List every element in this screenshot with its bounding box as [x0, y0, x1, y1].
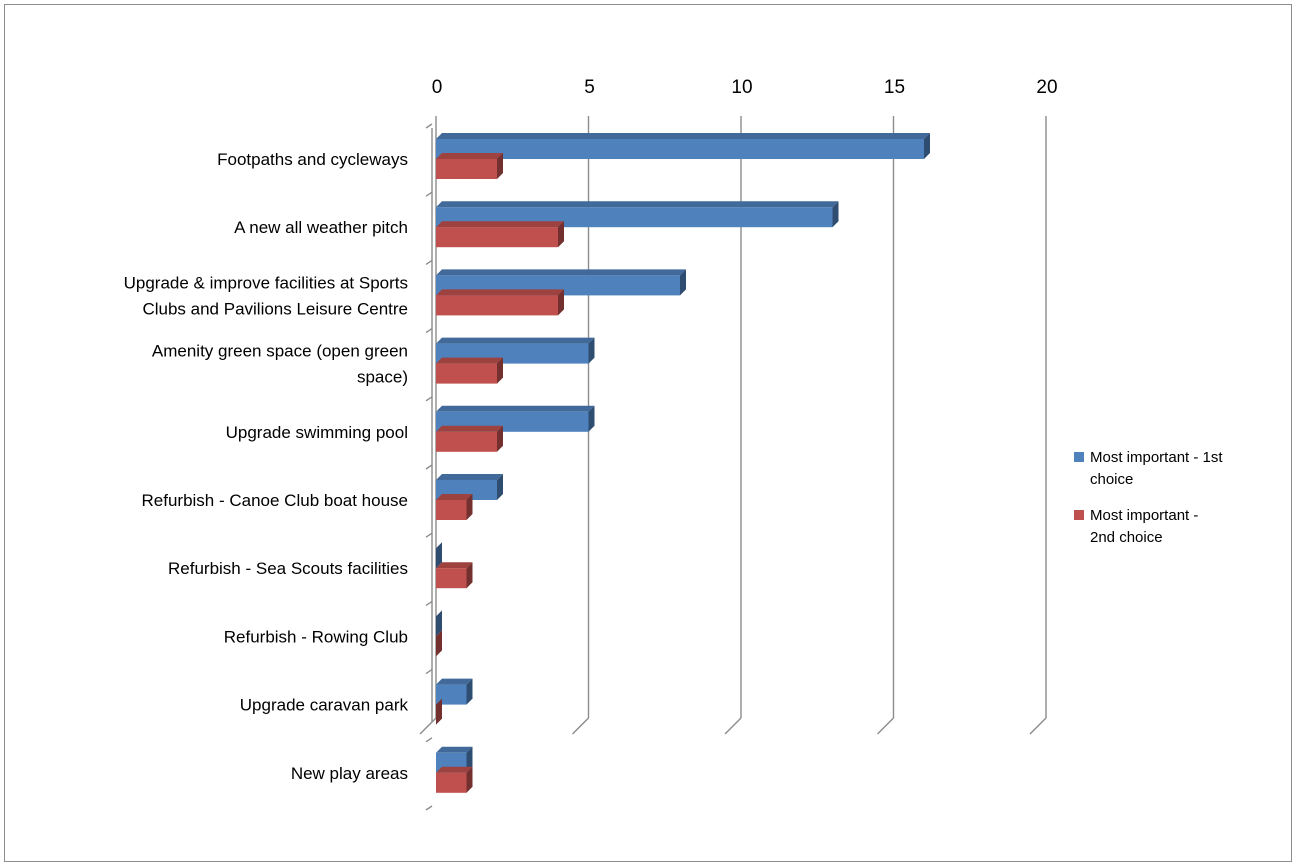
bar-top-face — [436, 289, 564, 296]
legend-swatch — [1074, 510, 1084, 520]
x-tick-label: 15 — [884, 77, 905, 98]
category-label: A new all weather pitch — [234, 218, 408, 237]
x-tick-label: 10 — [731, 77, 752, 98]
category-label: Refurbish - Rowing Club — [224, 627, 408, 646]
bar-top-face — [436, 494, 473, 500]
bar-end-face — [924, 133, 930, 159]
bar — [436, 568, 467, 589]
category-tick — [425, 532, 433, 538]
category-tick — [425, 396, 433, 402]
x-tick-label: 5 — [584, 77, 595, 98]
bar — [436, 363, 497, 384]
bar-end-face — [436, 630, 442, 657]
bar-end-face — [436, 542, 442, 569]
bar — [436, 159, 497, 179]
legend-label: Most important - — [1090, 507, 1198, 524]
bar-top-face — [436, 357, 503, 364]
bar-end-face — [588, 405, 595, 432]
bar — [436, 772, 467, 793]
legend-label: Most important - 1st — [1090, 449, 1223, 466]
bar-end-face — [466, 494, 473, 520]
gridline-floor — [419, 717, 437, 735]
bar-top-face — [436, 678, 473, 685]
category-label: Upgrade swimming pool — [226, 423, 408, 442]
category-tick — [425, 328, 433, 334]
bar-end-face — [497, 425, 503, 452]
bar — [436, 500, 467, 520]
category-tick — [425, 805, 433, 811]
bar-top-face — [436, 133, 930, 139]
category-tick — [425, 259, 433, 265]
bar-end-face — [466, 562, 473, 589]
bar-end-face — [588, 337, 595, 364]
legend-label: choice — [1090, 471, 1133, 488]
bar-top-face — [436, 201, 839, 208]
bar — [436, 431, 497, 452]
bar-end-face — [497, 474, 503, 500]
x-tick-label: 20 — [1036, 77, 1057, 98]
legend-label: 2nd choice — [1090, 529, 1163, 546]
category-label: Refurbish - Canoe Club boat house — [142, 491, 409, 510]
bar-end-face — [497, 357, 503, 384]
category-label: Amenity green space (open green — [152, 342, 408, 361]
bar-top-face — [436, 269, 686, 276]
category-tick — [425, 464, 433, 470]
category-tick — [425, 123, 433, 129]
bar-top-face — [436, 153, 503, 159]
bar-end-face — [466, 766, 473, 793]
bar-top-face — [436, 221, 564, 228]
bar-top-face — [436, 474, 503, 480]
bar-top-face — [436, 766, 473, 773]
category-label: Refurbish - Sea Scouts facilities — [168, 559, 408, 578]
bar — [436, 139, 924, 159]
bar-top-face — [436, 746, 473, 753]
legend-swatch — [1074, 452, 1084, 462]
bar-top-face — [436, 405, 595, 412]
category-label: New play areas — [291, 764, 408, 783]
gridline-floor — [724, 717, 742, 735]
category-tick — [425, 737, 433, 743]
category-label: Upgrade & improve facilities at Sports — [124, 273, 408, 292]
gridline-floor — [877, 717, 894, 735]
bar — [436, 227, 558, 248]
bar — [436, 295, 558, 316]
bar — [436, 684, 467, 705]
bar-end-face — [466, 678, 473, 705]
category-label: space) — [357, 368, 408, 387]
category-tick — [425, 191, 433, 197]
category-label: Footpaths and cycleways — [217, 150, 408, 169]
category-tick — [425, 669, 433, 675]
bar-top-face — [436, 425, 503, 432]
bar-end-face — [466, 746, 473, 773]
bar-end-face — [436, 610, 442, 637]
bar-end-face — [497, 153, 503, 179]
bar-end-face — [680, 269, 686, 296]
bar-end-face — [558, 289, 564, 316]
bar-end-face — [558, 221, 564, 248]
gridline-floor — [572, 717, 589, 735]
bar-end-face — [832, 201, 839, 228]
bar-end-face — [436, 698, 442, 725]
category-tick — [425, 600, 433, 606]
bar-top-face — [436, 562, 473, 569]
bar-top-face — [436, 337, 595, 344]
x-tick-label: 0 — [432, 77, 443, 98]
category-label: Upgrade caravan park — [240, 696, 409, 715]
gridline-floor — [1029, 717, 1047, 735]
category-label: Clubs and Pavilions Leisure Centre — [142, 299, 408, 318]
